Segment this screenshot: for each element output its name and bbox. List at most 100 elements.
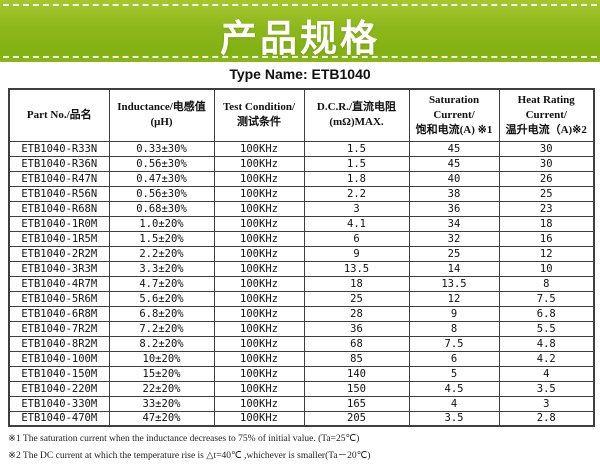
table-cell: 33±20% (108, 395, 215, 412)
table-row: ETB1040-470M 47±20% 100KHz 205 3.5 2.8 (8, 410, 595, 427)
table-cell: 1.5 (303, 155, 410, 172)
table-cell: 100KHz (213, 140, 305, 157)
table-cell: 32 (408, 230, 500, 247)
table-cell: ETB1040-1R0M (8, 215, 110, 232)
table-cell: 5.6±20% (108, 290, 215, 307)
table-cell: 2.2 (303, 185, 410, 202)
table-cell: 23 (498, 200, 595, 217)
table-cell: 47±20% (108, 410, 215, 427)
table-cell: 7.5 (408, 335, 500, 352)
table-cell: 1.0±20% (108, 215, 215, 232)
table-cell: 3.5 (498, 380, 595, 397)
table-row: ETB1040-3R3M 3.3±20% 100KHz 13.5 14 10 (8, 260, 595, 277)
type-name-label: Type Name: ETB1040 (229, 66, 371, 82)
table-cell: ETB1040-1R5M (8, 230, 110, 247)
table-cell: 34 (408, 215, 500, 232)
table-cell: 4.5 (408, 380, 500, 397)
table-cell: 12 (498, 245, 595, 262)
spec-table: Part No./品名 Inductance/电感值(μH) Test Condit… (8, 88, 595, 427)
table-cell: 12 (408, 290, 500, 307)
table-cell: 4.8 (498, 335, 595, 352)
table-cell: 13.5 (303, 260, 410, 277)
table-cell: 26 (498, 170, 595, 187)
table-cell: 6.8 (498, 305, 595, 322)
table-cell: 100KHz (213, 350, 305, 367)
table-cell: 45 (408, 140, 500, 157)
table-cell: 100KHz (213, 245, 305, 262)
table-cell: ETB1040-8R2M (8, 335, 110, 352)
table-cell: 10 (498, 260, 595, 277)
table-cell: 38 (408, 185, 500, 202)
table-row: ETB1040-R56N 0.56±30% 100KHz 2.2 38 25 (8, 185, 595, 202)
table-cell: 85 (303, 350, 410, 367)
table-row: ETB1040-150M 15±20% 100KHz 140 5 4 (8, 365, 595, 382)
table-cell: 100KHz (213, 410, 305, 427)
table-cell: 100KHz (213, 260, 305, 277)
table-cell: 100KHz (213, 320, 305, 337)
table-cell: 150 (303, 380, 410, 397)
table-cell: 7.5 (498, 290, 595, 307)
banner-stitch-bottom (3, 56, 597, 58)
table-cell: 3 (498, 395, 595, 412)
table-cell: ETB1040-R36N (8, 155, 110, 172)
table-header-row: Part No./品名 Inductance/电感值(μH) Test Condit… (8, 88, 595, 142)
column-header: Test Condition/测试条件 (213, 88, 305, 142)
table-cell: 100KHz (213, 200, 305, 217)
page-title: 产品规格 (220, 18, 380, 59)
table-cell: 36 (303, 320, 410, 337)
table-cell: ETB1040-330M (8, 395, 110, 412)
table-cell: 0.56±30% (108, 185, 215, 202)
table-cell: 6 (408, 350, 500, 367)
table-cell: 45 (408, 155, 500, 172)
table-cell: 0.68±30% (108, 200, 215, 217)
table-cell: 18 (498, 215, 595, 232)
table-cell: 36 (408, 200, 500, 217)
table-cell: 8.2±20% (108, 335, 215, 352)
table-cell: 2.2±20% (108, 245, 215, 262)
table-cell: 1.5±20% (108, 230, 215, 247)
footnote-2: ※2 The DC current at which the temperatu… (8, 451, 371, 461)
table-cell: 1.8 (303, 170, 410, 187)
table-cell: 100KHz (213, 335, 305, 352)
table-row: ETB1040-100M 10±20% 100KHz 85 6 4.2 (8, 350, 595, 367)
table-row: ETB1040-5R6M 5.6±20% 100KHz 25 12 7.5 (8, 290, 595, 307)
table-cell: 8 (498, 275, 595, 292)
table-cell: 25 (498, 185, 595, 202)
table-cell: 140 (303, 365, 410, 382)
table-cell: 100KHz (213, 290, 305, 307)
table-cell: 100KHz (213, 275, 305, 292)
table-cell: 100KHz (213, 155, 305, 172)
table-cell: ETB1040-3R3M (8, 260, 110, 277)
table-row: ETB1040-R33N 0.33±30% 100KHz 1.5 45 30 (8, 140, 595, 157)
table-cell: 4.7±20% (108, 275, 215, 292)
table-cell: 10±20% (108, 350, 215, 367)
table-cell: 3 (303, 200, 410, 217)
table-row: ETB1040-R36N 0.56±30% 100KHz 1.5 45 30 (8, 155, 595, 172)
table-row: ETB1040-R68N 0.68±30% 100KHz 3 36 23 (8, 200, 595, 217)
table-cell: 4 (408, 395, 500, 412)
table-cell: 28 (303, 305, 410, 322)
table-cell: ETB1040-220M (8, 380, 110, 397)
table-cell: 2.8 (498, 410, 595, 427)
footnote-1: ※1 The saturation current when the induc… (8, 434, 360, 444)
banner-stitch-top (3, 4, 597, 6)
column-header: Inductance/电感值(μH) (108, 88, 215, 142)
table-cell: 4 (498, 365, 595, 382)
table-cell: 1.5 (303, 140, 410, 157)
table-row: ETB1040-7R2M 7.2±20% 100KHz 36 8 5.5 (8, 320, 595, 337)
table-cell: 4.2 (498, 350, 595, 367)
table-cell: 100KHz (213, 395, 305, 412)
table-cell: ETB1040-470M (8, 410, 110, 427)
table-cell: 25 (408, 245, 500, 262)
table-row: ETB1040-1R5M 1.5±20% 100KHz 6 32 16 (8, 230, 595, 247)
table-cell: 30 (498, 155, 595, 172)
table-cell: 14 (408, 260, 500, 277)
table-cell: 100KHz (213, 230, 305, 247)
table-cell: ETB1040-2R2M (8, 245, 110, 262)
table-cell: ETB1040-R68N (8, 200, 110, 217)
table-cell: ETB1040-4R7M (8, 275, 110, 292)
table-row: ETB1040-4R7M 4.7±20% 100KHz 18 13.5 8 (8, 275, 595, 292)
table-cell: 0.33±30% (108, 140, 215, 157)
table-cell: 6 (303, 230, 410, 247)
table-cell: ETB1040-6R8M (8, 305, 110, 322)
